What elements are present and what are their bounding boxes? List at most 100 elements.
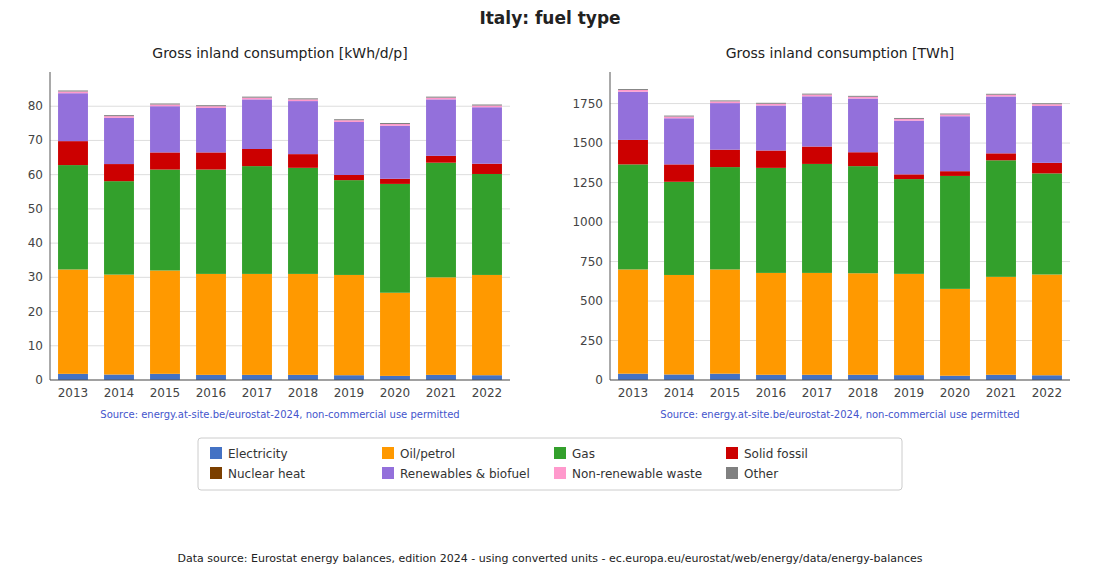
bar-segment: Other 2017: 6 xyxy=(802,93,832,95)
y-axis-line xyxy=(50,72,51,380)
bar-segment: Non-renewable waste 2019: 11 xyxy=(894,119,924,121)
bar-segment: Non-renewable waste 2015: 11 xyxy=(710,101,740,103)
y-tick-label: 750 xyxy=(580,255,603,269)
bars: Electricity 2013: 40Electricity 2014: 35… xyxy=(618,89,1062,380)
bar-segment: Solid fossil 2015: 5 xyxy=(150,152,180,169)
bar-segment: Renewables & biofuel 2021: 360 xyxy=(986,96,1016,153)
bar-segment: Other 2020: 6 xyxy=(940,113,970,115)
x-tick-label: 2015 xyxy=(710,386,741,400)
grid-line xyxy=(610,380,1070,381)
x-tick-label: 2015 xyxy=(150,386,181,400)
bar-segment: Solid fossil 2022: 67 xyxy=(1032,163,1062,174)
bar-segment: Electricity 2016: 1.5 xyxy=(196,375,226,380)
x-tick-label: 2018 xyxy=(288,386,319,400)
bar-segment: Renewables & biofuel 2015: 295 xyxy=(710,103,740,150)
bar-segment: Solid fossil 2016: 110 xyxy=(756,151,786,168)
source-note: Source: energy.at-site.be/eurostat-2024,… xyxy=(660,409,1019,420)
bar-segment: Renewables & biofuel 2020: 348 xyxy=(940,116,970,171)
legend-label: Non-renewable waste xyxy=(572,467,702,481)
y-tick-label: 20 xyxy=(28,305,43,319)
bar-segment: Gas 2020: 31.8 xyxy=(380,184,410,293)
bar-segment: Electricity 2013: 40 xyxy=(618,374,648,380)
bar-segment: Solid fossil 2019: 30 xyxy=(894,174,924,179)
bar-segment: Solid fossil 2014: 110 xyxy=(664,164,694,181)
chart-title: Gross inland consumption [kWh/d/p] xyxy=(152,45,407,61)
bar-segment: Electricity 2014: 1.6 xyxy=(104,375,134,380)
bar-segment: Non-renewable waste 2014: 0.5 xyxy=(104,116,134,118)
bar-segment: Gas 2013: 665 xyxy=(618,164,648,269)
bar-segment: Non-renewable waste 2022: 11 xyxy=(1032,104,1062,106)
bar-segment: Non-renewable waste 2015: 0.5 xyxy=(150,105,180,107)
x-tick-label: 2021 xyxy=(986,386,1017,400)
bar-segment: Gas 2022: 640 xyxy=(1032,173,1062,274)
legend-swatch xyxy=(554,467,566,479)
bar-segment: Non-renewable waste 2014: 11 xyxy=(664,117,694,119)
y-axis-line xyxy=(610,72,611,380)
y-tick-label: 1000 xyxy=(572,215,603,229)
bar-segment: Renewables & biofuel 2018: 15.5 xyxy=(288,101,318,154)
bar-segment: Renewables & biofuel 2017: 14.5 xyxy=(242,99,272,149)
grid-line xyxy=(50,380,510,381)
x-tick-label: 2013 xyxy=(618,386,649,400)
bar-segment: Oil/petrol 2020: 550 xyxy=(940,289,970,376)
bar-segment: Non-renewable waste 2016: 0.5 xyxy=(196,106,226,108)
x-tick-label: 2016 xyxy=(196,386,227,400)
bar-segment: Electricity 2017: 33 xyxy=(802,375,832,380)
y-tick-label: 70 xyxy=(28,133,43,147)
x-tick-label: 2021 xyxy=(426,386,457,400)
figure-title: Italy: fuel type xyxy=(479,8,620,28)
bar-segment: Non-renewable waste 2021: 11 xyxy=(986,95,1016,97)
bar-segment: Electricity 2020: 27 xyxy=(940,376,970,380)
x-axis-line xyxy=(50,380,510,381)
bar-segment: Oil/petrol 2015: 30.2 xyxy=(150,270,180,373)
bar-segment: Oil/petrol 2017: 645 xyxy=(802,273,832,375)
bar-segment: Electricity 2018: 33 xyxy=(848,375,878,380)
bar-segment: Electricity 2021: 33 xyxy=(986,375,1016,380)
bar-segment: Renewables & biofuel 2021: 16.5 xyxy=(426,99,456,155)
bar-segment: Other 2015: 6 xyxy=(710,100,740,102)
bar-segment: Renewables & biofuel 2022: 16.5 xyxy=(472,107,502,163)
legend-swatch xyxy=(726,467,738,479)
bar-segment: Renewables & biofuel 2017: 318 xyxy=(802,96,832,146)
bar-segment: Oil/petrol 2017: 29.5 xyxy=(242,274,272,375)
bar-segment: Electricity 2015: 40 xyxy=(710,374,740,380)
x-tick-label: 2020 xyxy=(380,386,411,400)
bar-segment: Non-renewable waste 2021: 0.5 xyxy=(426,98,456,100)
y-tick-label: 30 xyxy=(28,270,43,284)
bar-segment: Gas 2021: 33.5 xyxy=(426,163,456,278)
bar-segment: Other 2013: 6 xyxy=(618,89,648,91)
legend-label: Oil/petrol xyxy=(400,447,455,461)
x-tick-label: 2014 xyxy=(104,386,135,400)
bar-segment: Gas 2015: 29.5 xyxy=(150,170,180,271)
bar-segment: Solid fossil 2022: 3 xyxy=(472,164,502,174)
bar-segment: Solid fossil 2016: 5 xyxy=(196,152,226,169)
legend-label: Gas xyxy=(572,447,595,461)
bar-segment: Solid fossil 2020: 30 xyxy=(940,171,970,176)
x-tick-label: 2017 xyxy=(802,386,833,400)
bar-segment: Oil/petrol 2018: 643 xyxy=(848,273,878,375)
bar-segment: Renewables & biofuel 2020: 15.5 xyxy=(380,126,410,179)
legend-swatch xyxy=(210,447,222,459)
bar-segment: Other 2021: 0.3 xyxy=(426,97,456,98)
bar-segment: Oil/petrol 2022: 29.3 xyxy=(472,275,502,375)
bar-segment: Gas 2017: 31.5 xyxy=(242,166,272,274)
bar-segment: Gas 2019: 600 xyxy=(894,179,924,274)
bar-segment: Electricity 2017: 1.5 xyxy=(242,375,272,380)
bar-segment: Gas 2017: 690 xyxy=(802,164,832,273)
y-tick-label: 50 xyxy=(28,202,43,216)
x-tick-label: 2018 xyxy=(848,386,879,400)
bar-segment: Other 2017: 0.3 xyxy=(242,97,272,98)
bar-segment: Other 2019: 0.3 xyxy=(334,119,364,120)
bars: Electricity 2013: 1.8Electricity 2014: 1… xyxy=(58,90,502,380)
background xyxy=(0,0,1100,572)
bar-segment: Oil/petrol 2019: 29.3 xyxy=(334,275,364,375)
bar-segment: Oil/petrol 2020: 24.3 xyxy=(380,293,410,376)
bar-segment: Electricity 2016: 33 xyxy=(756,375,786,380)
bar-segment: Gas 2018: 31 xyxy=(288,168,318,274)
bar-segment: Gas 2020: 715 xyxy=(940,176,970,289)
x-tick-label: 2019 xyxy=(334,386,365,400)
bar-segment: Renewables & biofuel 2016: 13 xyxy=(196,108,226,152)
bar-segment: Gas 2021: 738 xyxy=(986,160,1016,277)
legend-label: Nuclear heat xyxy=(228,467,305,481)
bar-segment: Non-renewable waste 2020: 0.5 xyxy=(380,124,410,126)
